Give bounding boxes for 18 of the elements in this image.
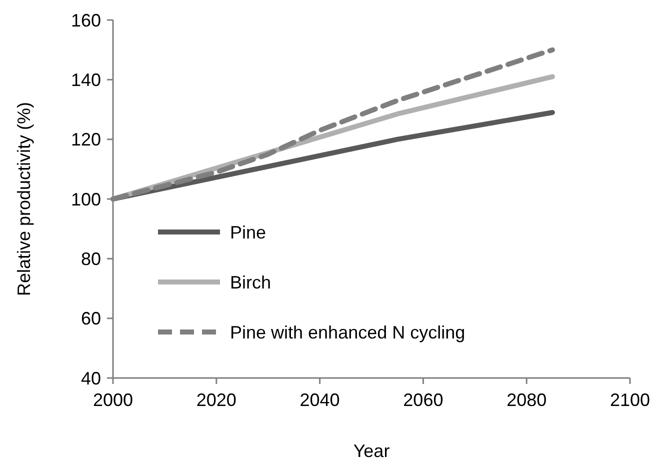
y-tick-label: 140 <box>70 70 101 90</box>
x-tick-label: 2100 <box>610 390 650 410</box>
y-tick-label: 120 <box>70 130 101 150</box>
y-tick-label: 100 <box>70 189 101 210</box>
x-axis-title: Year <box>353 441 390 461</box>
legend-label: Pine <box>230 222 266 242</box>
legend-label: Birch <box>230 272 272 292</box>
x-tick-label: 2040 <box>300 390 340 410</box>
y-tick-label: 60 <box>80 308 101 329</box>
y-tick-label: 40 <box>80 368 101 388</box>
y-tick-label: 80 <box>80 248 101 269</box>
legend-label: Pine with enhanced N cycling <box>230 322 466 342</box>
x-tick-label: 2060 <box>403 390 444 410</box>
y-axis-title: Relative productivity (%) <box>14 102 34 296</box>
x-tick-label: 2000 <box>92 390 134 410</box>
x-tick-label: 2080 <box>506 390 547 410</box>
y-tick-label: 160 <box>70 10 101 30</box>
x-tick-label: 2020 <box>196 390 236 410</box>
